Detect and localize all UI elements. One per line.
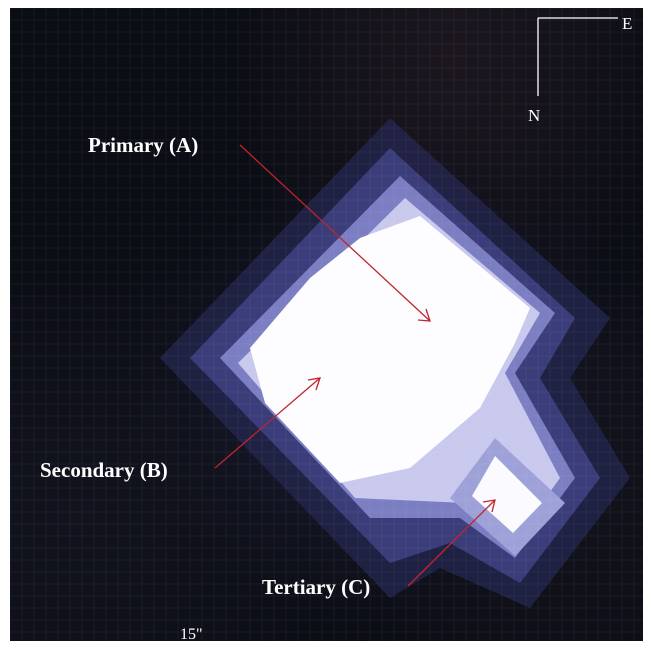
bottom-strip (10, 641, 643, 669)
star-field-svg (10, 8, 643, 641)
compass-north-label: N (528, 106, 541, 125)
arrow-secondary (214, 377, 321, 469)
arrow-secondary-head (307, 377, 321, 391)
arrow-tertiary (407, 499, 496, 587)
compass-east-label: E (622, 14, 633, 33)
label-secondary: Secondary (B) (40, 458, 168, 482)
compass-arrows (537, 17, 618, 96)
label-tertiary: Tertiary (C) (262, 575, 371, 599)
arrows (214, 144, 496, 587)
pixel-grid (10, 8, 643, 641)
label-primary: Primary (A) (88, 133, 199, 157)
arrow-primary (239, 144, 431, 322)
sky-image (10, 8, 643, 641)
arrow-tertiary-head (482, 499, 496, 513)
scale-bar-label: 15" (180, 626, 203, 643)
arrow-primary-head (417, 308, 431, 322)
